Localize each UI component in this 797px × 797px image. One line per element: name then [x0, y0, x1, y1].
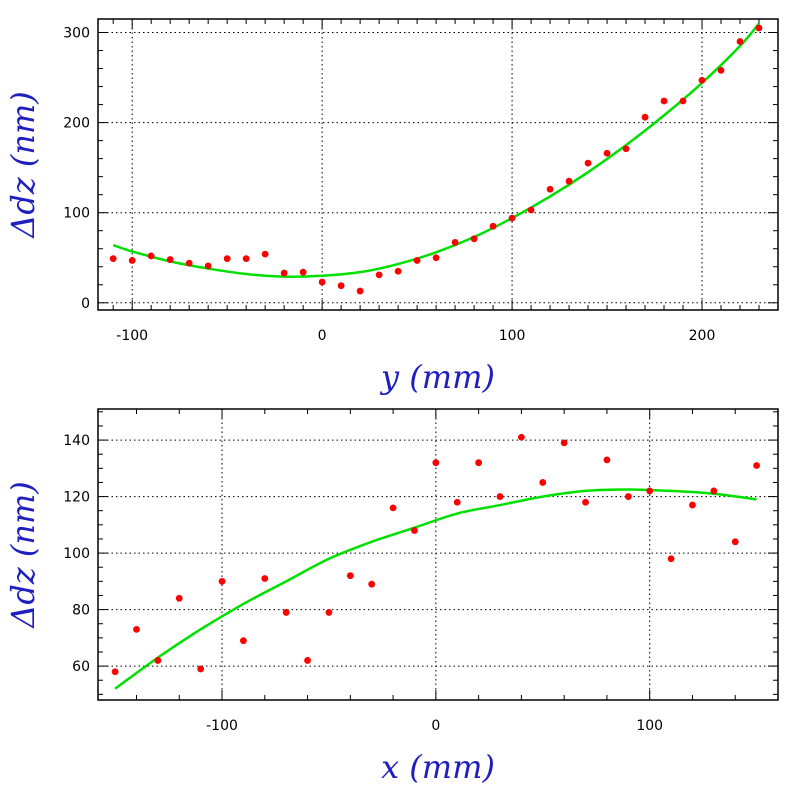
data-point	[560, 439, 568, 447]
data-point	[111, 668, 119, 676]
data-point	[368, 580, 376, 588]
x-axis-title: x (mm)	[381, 748, 495, 786]
data-point	[154, 657, 162, 664]
x-tick-label: -100	[116, 328, 148, 344]
data-point	[197, 665, 205, 673]
data-point	[679, 97, 687, 105]
data-point	[546, 185, 554, 193]
y-tick-label: 300	[63, 26, 90, 42]
y-tick-label: 80	[72, 603, 90, 619]
data-point	[646, 487, 654, 495]
data-point	[603, 456, 611, 464]
y-axis-title: Δdz (nm)	[4, 481, 42, 630]
data-point	[496, 493, 504, 500]
data-point	[717, 66, 725, 74]
x-tick-label: 100	[636, 718, 663, 734]
data-point	[282, 609, 290, 616]
data-point	[325, 609, 333, 616]
data-point	[389, 504, 397, 512]
data-point	[175, 594, 183, 602]
data-point	[128, 257, 136, 264]
plot-frame	[97, 408, 779, 701]
y-tick-label: 140	[63, 433, 90, 449]
data-point	[337, 282, 345, 290]
data-point	[166, 256, 174, 263]
data-point	[240, 637, 247, 645]
data-point	[242, 255, 250, 263]
fit-curve	[112, 22, 760, 279]
data-point	[109, 255, 117, 263]
x-tick-label: 0	[431, 718, 440, 734]
x-tick-label: 200	[689, 328, 716, 344]
y-tick-label: 0	[81, 296, 90, 312]
data-point	[453, 498, 461, 506]
data-point	[413, 257, 421, 264]
data-point	[698, 76, 706, 84]
data-point	[622, 145, 630, 153]
data-point	[603, 149, 611, 157]
data-point	[565, 177, 573, 185]
top-chart: -100 0 100 200 0 100 200 300 y (mm) Δdz (nm)	[4, 18, 779, 396]
data-point	[261, 250, 269, 258]
data-point	[411, 527, 418, 534]
data-point	[660, 97, 668, 105]
x-tick-label: -100	[206, 718, 238, 734]
data-point	[470, 235, 478, 243]
x-tick-label: 100	[499, 328, 526, 344]
data-point	[527, 206, 535, 214]
x-tick-label: 0	[318, 328, 327, 344]
x-axis-title: y (mm)	[379, 358, 495, 396]
bottom-chart: -100 0 100 60 80 100 120 140 x (mm) Δdz (nm)	[4, 408, 779, 786]
data-point	[432, 459, 440, 467]
data-point	[710, 487, 718, 495]
y-tick-label: 100	[63, 206, 90, 222]
data-point	[375, 271, 383, 279]
data-point	[624, 493, 632, 500]
data-point	[280, 269, 288, 277]
y-axis-title: Δdz (nm)	[4, 91, 42, 240]
data-point	[539, 479, 547, 486]
data-point	[261, 575, 269, 582]
data-point	[517, 433, 525, 441]
data-point	[304, 657, 311, 664]
data-point	[147, 252, 155, 260]
data-point	[753, 462, 761, 469]
y-tick-label: 120	[63, 490, 90, 506]
data-point	[475, 459, 483, 467]
data-point	[394, 267, 402, 275]
data-point	[223, 255, 231, 263]
data-point	[346, 572, 354, 580]
data-point	[218, 577, 226, 585]
data-point	[689, 501, 696, 509]
data-point	[489, 222, 497, 230]
data-point	[185, 259, 193, 267]
data-point	[299, 268, 307, 276]
data-point	[731, 538, 739, 546]
y-tick-label: 100	[63, 546, 90, 562]
data-point	[356, 287, 364, 295]
data-point	[204, 262, 212, 270]
data-point	[667, 555, 675, 563]
data-point	[133, 625, 140, 633]
data-point	[755, 24, 763, 32]
data-point	[582, 498, 589, 506]
data-point	[584, 159, 592, 167]
data-point	[736, 38, 744, 45]
data-point	[641, 113, 649, 121]
data-point	[451, 239, 459, 246]
data-point	[508, 214, 516, 222]
plot-frame	[97, 18, 779, 311]
data-point	[318, 278, 326, 286]
data-point	[432, 254, 440, 262]
y-tick-label: 60	[72, 659, 90, 675]
y-tick-label: 200	[63, 116, 90, 132]
